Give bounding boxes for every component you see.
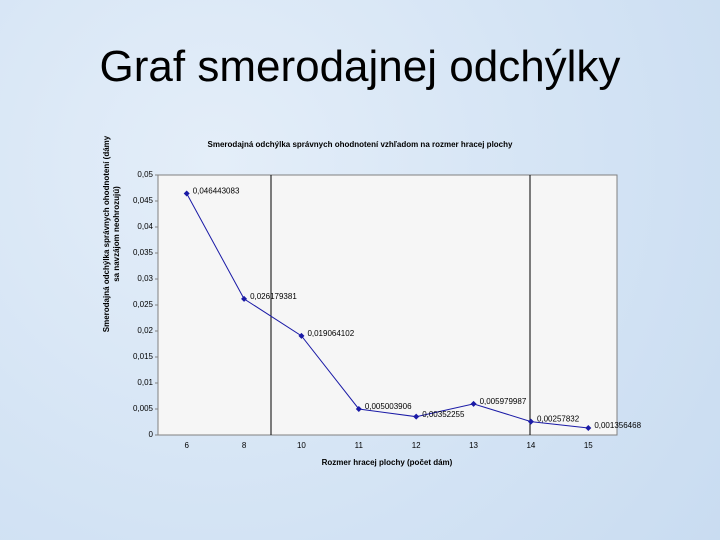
data-point [241,295,248,302]
x-tick-label: 12 [412,441,421,450]
data-label: 0,046443083 [193,187,240,196]
data-point [183,190,190,197]
chart-title: Smerodajná odchýlka správnych ohodnotení… [208,140,513,149]
y-tick-label: 0,03 [137,274,153,283]
y-tick-label: 0,05 [137,170,153,179]
x-tick-label: 15 [584,441,593,450]
y-tick-label: 0 [149,430,154,439]
data-point [470,400,477,407]
data-line [186,193,589,429]
y-tick-label: 0,015 [133,352,154,361]
data-label: 0,00257832 [537,415,580,424]
data-label: 0,019064102 [307,329,354,338]
y-tick-label: 0,01 [137,378,153,387]
y-tick-label: 0,02 [137,326,153,335]
data-label: 0,005979987 [480,397,527,406]
y-axis-title: Smerodajná odchýlka správnych ohodnotení… [102,135,121,333]
y-tick-label: 0,035 [133,248,154,257]
data-point [355,405,362,412]
x-tick-label: 10 [297,441,306,450]
x-tick-label: 11 [355,441,364,450]
data-label: 0,00352255 [422,410,465,419]
x-tick-label: 14 [526,441,535,450]
x-axis-title: Rozmer hracej plochy (počet dám) [322,458,453,467]
y-tick-label: 0,045 [133,196,154,205]
y-tick-label: 0,005 [133,404,154,413]
data-point [527,418,534,425]
x-tick-label: 6 [184,441,189,450]
y-tick-label: 0,025 [133,300,154,309]
data-label: 0,005003906 [365,402,412,411]
slide-title: Graf smerodajnej odchýlky [99,42,621,91]
y-tick-label: 0,04 [137,222,153,231]
x-tick-label: 13 [469,441,478,450]
data-point [298,332,305,339]
x-tick-label: 8 [242,441,247,450]
data-point [585,424,592,431]
plot-area [157,174,618,436]
data-point [413,413,420,420]
data-label: 0,001356468 [594,421,641,430]
data-label: 0,026179381 [250,292,297,301]
